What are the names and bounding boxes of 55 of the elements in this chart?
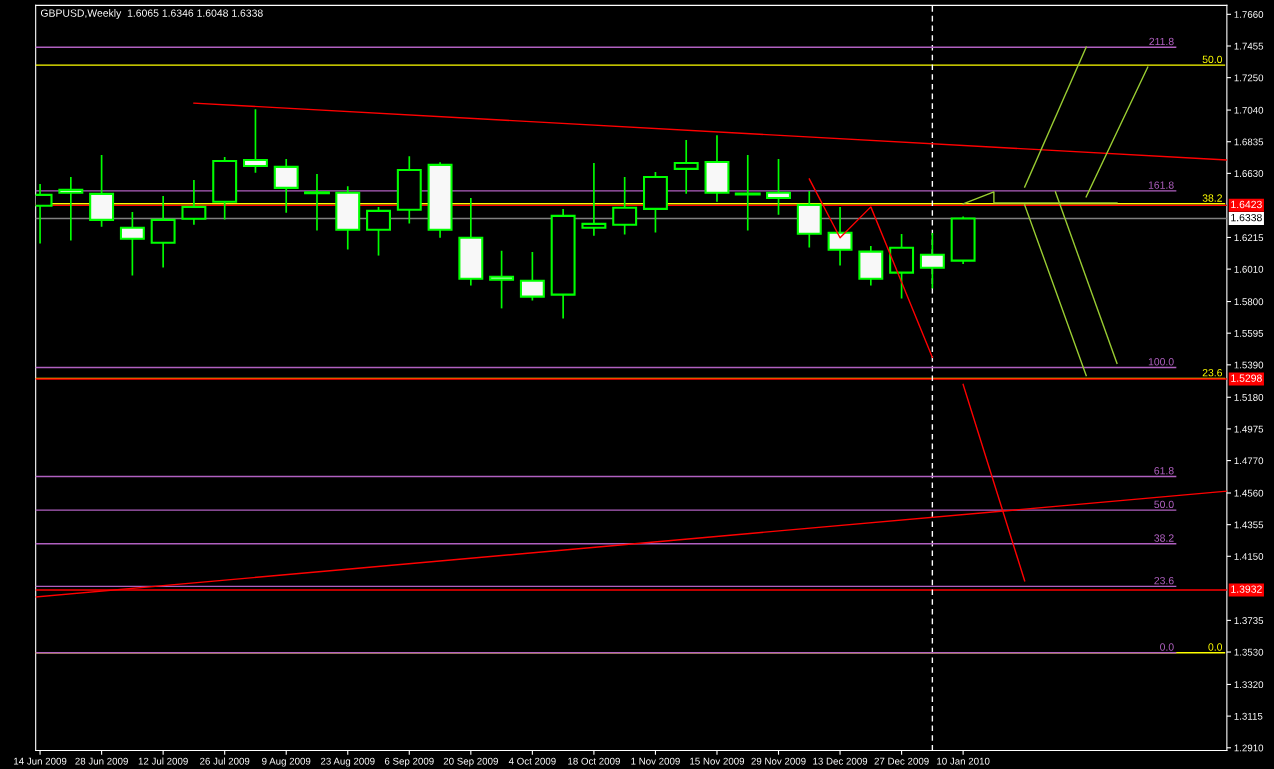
y-tick-label: 1.6835 — [1234, 138, 1264, 146]
y-tick-label: 1.7455 — [1234, 42, 1264, 50]
x-tick-label: 23 Aug 2009 — [320, 757, 375, 767]
y-tick-label: 1.3530 — [1234, 648, 1264, 656]
y-tick-label: 1.6630 — [1234, 170, 1264, 177]
x-tick-label: 10 Jan 2010 — [937, 757, 990, 765]
y-tick-label: 1.3735 — [1234, 617, 1264, 624]
x-tick-label: 18 Oct 2009 — [568, 757, 620, 765]
y-tick-label: 1.4770 — [1234, 457, 1264, 465]
x-tick-label: 28 Jun 2009 — [75, 757, 128, 765]
annotation: 0.0 — [1160, 643, 1174, 651]
annotation: 50.0 — [1202, 55, 1223, 64]
y-tick-label: 1.3115 — [1234, 712, 1263, 720]
ref-line-label: 1.5298 — [1231, 374, 1262, 382]
x-tick-label: 12 Jul 2009 — [138, 757, 188, 765]
y-tick-label: 1.5595 — [1234, 329, 1264, 337]
x-tick-label: 9 Aug 2009 — [262, 757, 311, 767]
ref-line-label: 1.3932 — [1231, 585, 1262, 593]
y-tick-label: 1.7040 — [1234, 106, 1264, 114]
annotation: 161.8 — [1148, 181, 1174, 189]
annotation: 100.0 — [1148, 358, 1174, 366]
y-tick-label: 1.5800 — [1234, 298, 1264, 306]
x-tick-label: 29 Nov 2009 — [751, 757, 806, 765]
x-tick-label: 4 Oct 2009 — [508, 757, 556, 765]
annotation: 23.6 — [1202, 368, 1223, 377]
x-tick-label: 13 Dec 2009 — [813, 757, 868, 765]
y-tick-label: 1.6010 — [1234, 265, 1264, 273]
x-tick-label: 26 Jul 2009 — [200, 757, 250, 765]
y-tick-label: 1.4975 — [1234, 425, 1264, 433]
y-tick-label: 1.5390 — [1234, 361, 1264, 369]
y-tick-label: 1.5180 — [1234, 394, 1264, 401]
y-tick-label: 1.4560 — [1234, 489, 1264, 497]
y-tick-label: 1.2910 — [1234, 744, 1264, 752]
x-tick-label: 15 Nov 2009 — [690, 757, 745, 765]
ref-line-label: 1.6338 — [1231, 213, 1262, 222]
annotation: 50.0 — [1154, 500, 1174, 509]
y-tick-label: 1.6215 — [1234, 234, 1264, 242]
ref-line-label: 1.6423 — [1231, 200, 1262, 209]
annotation: 38.2 — [1202, 194, 1222, 202]
y-tick-label: 1.4150 — [1234, 553, 1264, 560]
annotation: 211.8 — [1149, 37, 1174, 46]
x-tick-label: 14 Jun 2009 — [14, 757, 67, 765]
y-tick-label: 1.7250 — [1234, 74, 1264, 82]
chart-title: GBPUSD,Weekly 1.6065 1.6346 1.6048 1.6338 — [40, 9, 263, 19]
y-tick-label: 1.4355 — [1234, 521, 1264, 529]
x-tick-label: 1 Nov 2009 — [631, 757, 680, 765]
annotation: 23.6 — [1154, 576, 1174, 585]
annotation: 38.2 — [1154, 534, 1174, 542]
x-tick-label: 6 Sep 2009 — [384, 757, 434, 767]
y-tick-label: 1.3320 — [1234, 681, 1264, 689]
x-tick-label: 27 Dec 2009 — [874, 757, 929, 765]
y-tick-label: 1.7660 — [1234, 11, 1264, 18]
annotation: 61.8 — [1154, 467, 1174, 475]
annotation: 0.0 — [1208, 643, 1223, 651]
x-tick-label: 20 Sep 2009 — [443, 757, 498, 767]
